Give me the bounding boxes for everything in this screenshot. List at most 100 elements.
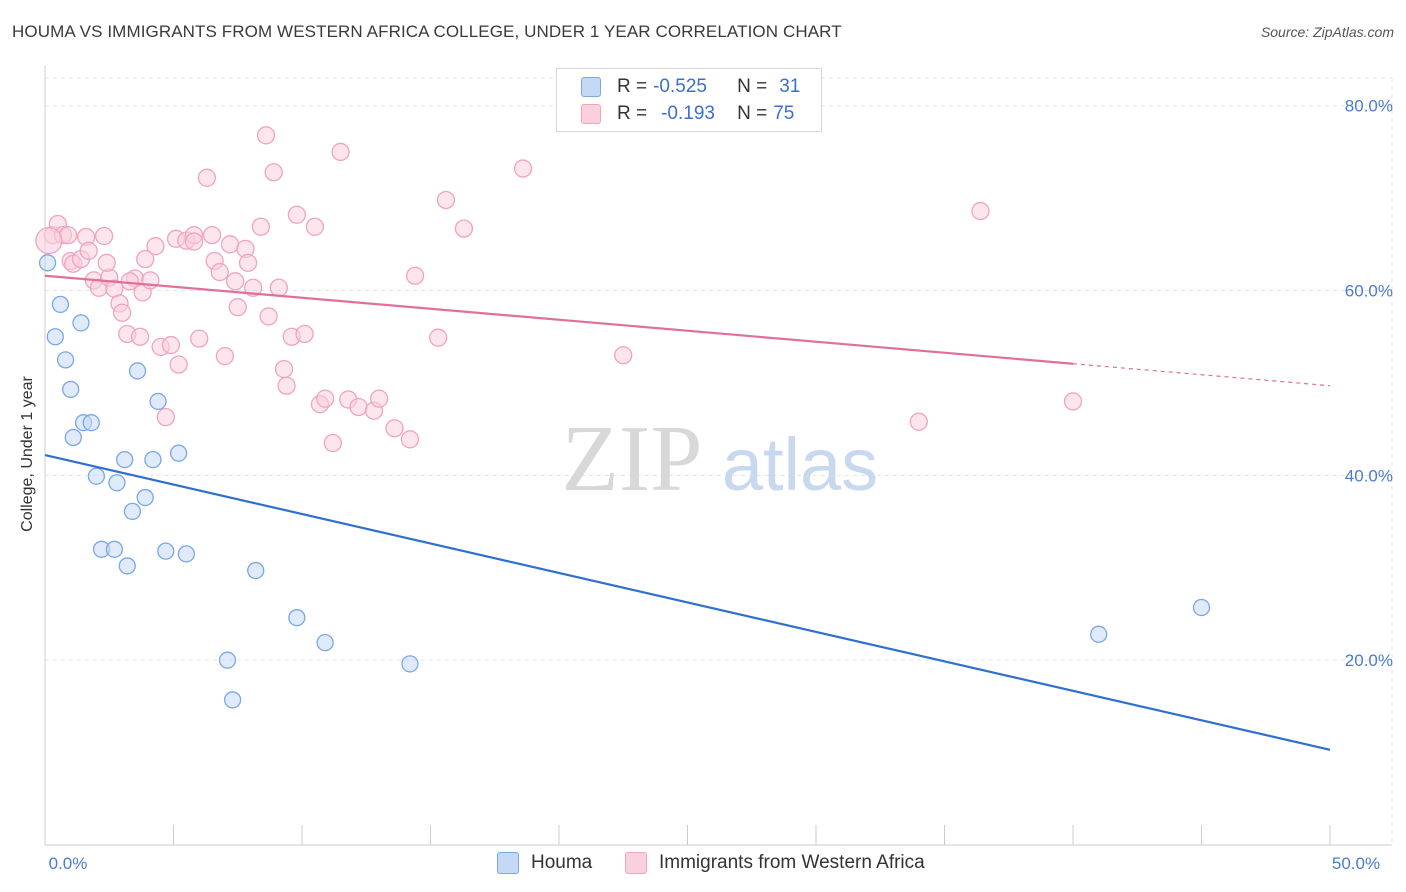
houma-point	[223, 691, 242, 709]
chart-title: HOUMA VS IMMIGRANTS FROM WESTERN AFRICA …	[12, 22, 842, 41]
houma-point	[38, 254, 57, 272]
immigrants-point	[295, 324, 314, 344]
immigrants-point	[190, 329, 209, 348]
y-tick-label: 80.0%	[1345, 97, 1393, 116]
houma-point	[218, 651, 237, 669]
immigrants-point	[305, 217, 325, 236]
series-swatch-immigrants	[625, 852, 647, 874]
legend-r-label: R =	[617, 103, 648, 124]
immigrants-point	[220, 235, 240, 254]
houma-point	[288, 609, 306, 627]
y-tick-label: 60.0%	[1345, 282, 1393, 301]
immigrants-point	[264, 163, 283, 182]
houma-point	[64, 428, 82, 447]
y-tick-label: 40.0%	[1345, 466, 1393, 485]
legend-n-label: N =	[737, 76, 768, 97]
correlation-legend: R = -0.525 N = 31 R = -0.193 N = 75	[556, 68, 822, 132]
houma-point	[144, 451, 162, 469]
immigrants-point	[513, 159, 533, 178]
immigrants-point	[130, 327, 150, 346]
immigrants-point	[184, 232, 204, 251]
immigrants-point	[161, 335, 181, 355]
immigrants-point	[94, 226, 114, 246]
houma-point	[136, 488, 154, 507]
immigrants-point	[259, 307, 278, 326]
immigrants-point	[385, 419, 404, 438]
immigrants-point	[454, 219, 474, 238]
series-legend: Houma Immigrants from Western Africa	[0, 852, 1406, 878]
houma-point	[149, 392, 167, 411]
houma-point	[87, 467, 106, 485]
legend-row-houma: R = -0.525 N = 31	[581, 75, 800, 99]
immigrants-point	[436, 190, 456, 210]
x-tick-label: 0.0%	[49, 854, 88, 873]
houma-point	[51, 295, 70, 314]
immigrants-point	[197, 168, 217, 187]
immigrants-trend-line	[44, 274, 1074, 365]
immigrants-point	[156, 407, 175, 427]
immigrants-point	[614, 346, 633, 365]
immigrants-point	[274, 359, 294, 379]
houma-point	[116, 451, 134, 469]
immigrants-point	[120, 272, 139, 291]
source-label: Source: ZipAtlas.com	[1260, 24, 1394, 40]
immigrants-point	[146, 237, 165, 256]
x-tick-label: 50.0%	[1332, 854, 1380, 873]
immigrants-point	[1063, 392, 1083, 411]
immigrants-point	[405, 266, 425, 285]
houma-point	[177, 545, 196, 563]
watermark: ZIP atlas	[562, 407, 879, 511]
houma-point	[128, 362, 147, 380]
gridlines	[45, 77, 1393, 845]
immigrants-point	[349, 397, 368, 417]
immigrants-point	[226, 272, 245, 291]
houma-point	[169, 444, 188, 462]
houma-point	[105, 540, 124, 558]
legend-n-value-immigrants: 75	[773, 103, 795, 124]
houma-trend-line	[44, 453, 1331, 751]
watermark-atlas: atlas	[722, 423, 878, 506]
series-legend-houma: Houma	[497, 852, 592, 874]
series-name-immigrants: Immigrants from Western Africa	[659, 852, 925, 873]
immigrants-point	[97, 253, 116, 272]
legend-n-value-houma: 31	[779, 76, 801, 97]
legend-row-immigrants: R = -0.193 N = 75	[581, 102, 794, 126]
legend-n-label: N =	[737, 103, 768, 124]
houma-point	[118, 557, 136, 575]
houma-point	[123, 502, 142, 521]
houma-point	[62, 380, 80, 399]
houma-point	[56, 351, 75, 369]
tick-labels: 20.0% 40.0% 60.0% 80.0% 0.0% 50.0%	[49, 97, 1393, 873]
houma-point	[108, 474, 126, 492]
y-tick-label: 20.0%	[1345, 651, 1393, 670]
immigrants-point	[269, 278, 289, 297]
houma-point	[46, 328, 64, 346]
immigrants-point	[256, 126, 276, 145]
immigrants-point	[331, 142, 350, 162]
immigrants-point	[35, 226, 63, 255]
immigrants-point	[169, 355, 188, 374]
legend-swatch-houma	[581, 77, 601, 97]
immigrants-point	[79, 241, 98, 260]
immigrants-point	[210, 262, 229, 282]
series-legend-immigrants: Immigrants from Western Africa	[625, 852, 925, 874]
houma-point	[82, 414, 100, 432]
houma-point	[157, 542, 175, 560]
immigrants-point	[136, 249, 155, 269]
immigrants-point	[238, 253, 258, 272]
immigrants-point	[277, 376, 296, 395]
immigrants-point	[323, 433, 342, 453]
houma-point	[316, 633, 334, 652]
immigrants-point	[971, 201, 990, 221]
watermark-zip: ZIP	[562, 407, 703, 511]
immigrants-point	[400, 430, 420, 449]
immigrants-point	[251, 217, 271, 236]
axes	[44, 66, 1392, 846]
immigrants-point	[369, 389, 389, 408]
series-swatch-houma	[497, 852, 519, 874]
trend-lines	[44, 274, 1331, 751]
immigrants-point	[112, 303, 132, 322]
immigrants-point	[244, 278, 263, 297]
immigrants-point	[202, 225, 222, 245]
